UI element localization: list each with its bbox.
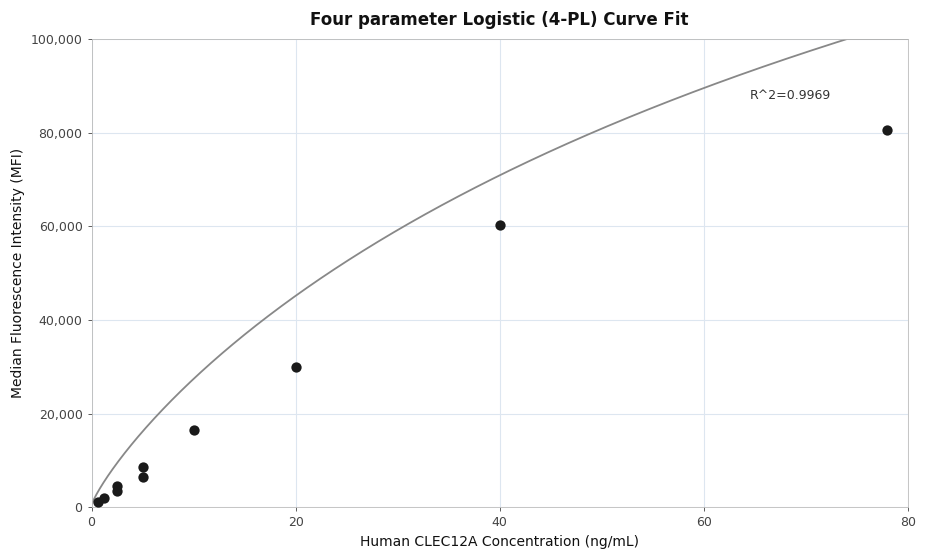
Point bbox=[186, 426, 201, 435]
Point bbox=[492, 221, 507, 230]
Y-axis label: Median Fluorescence Intensity (MFI): Median Fluorescence Intensity (MFI) bbox=[11, 148, 25, 398]
Text: R^2=0.9969: R^2=0.9969 bbox=[750, 89, 831, 102]
Point bbox=[135, 463, 150, 472]
Title: Four parameter Logistic (4-PL) Curve Fit: Four parameter Logistic (4-PL) Curve Fit bbox=[311, 11, 689, 29]
Point bbox=[109, 487, 124, 496]
Point bbox=[135, 473, 150, 482]
Point bbox=[97, 493, 112, 502]
Point bbox=[91, 497, 106, 506]
Point bbox=[880, 126, 895, 135]
X-axis label: Human CLEC12A Concentration (ng/mL): Human CLEC12A Concentration (ng/mL) bbox=[361, 535, 640, 549]
Point bbox=[109, 482, 124, 491]
Point bbox=[288, 362, 303, 371]
